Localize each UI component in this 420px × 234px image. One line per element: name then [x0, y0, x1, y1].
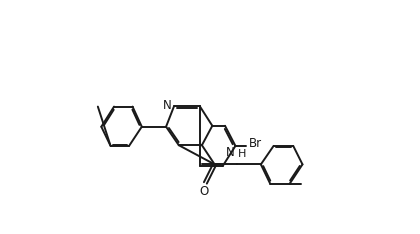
Text: H: H	[238, 149, 246, 159]
Text: O: O	[199, 185, 208, 198]
Text: N: N	[226, 146, 235, 159]
Text: N: N	[163, 99, 171, 112]
Text: Br: Br	[249, 137, 262, 150]
